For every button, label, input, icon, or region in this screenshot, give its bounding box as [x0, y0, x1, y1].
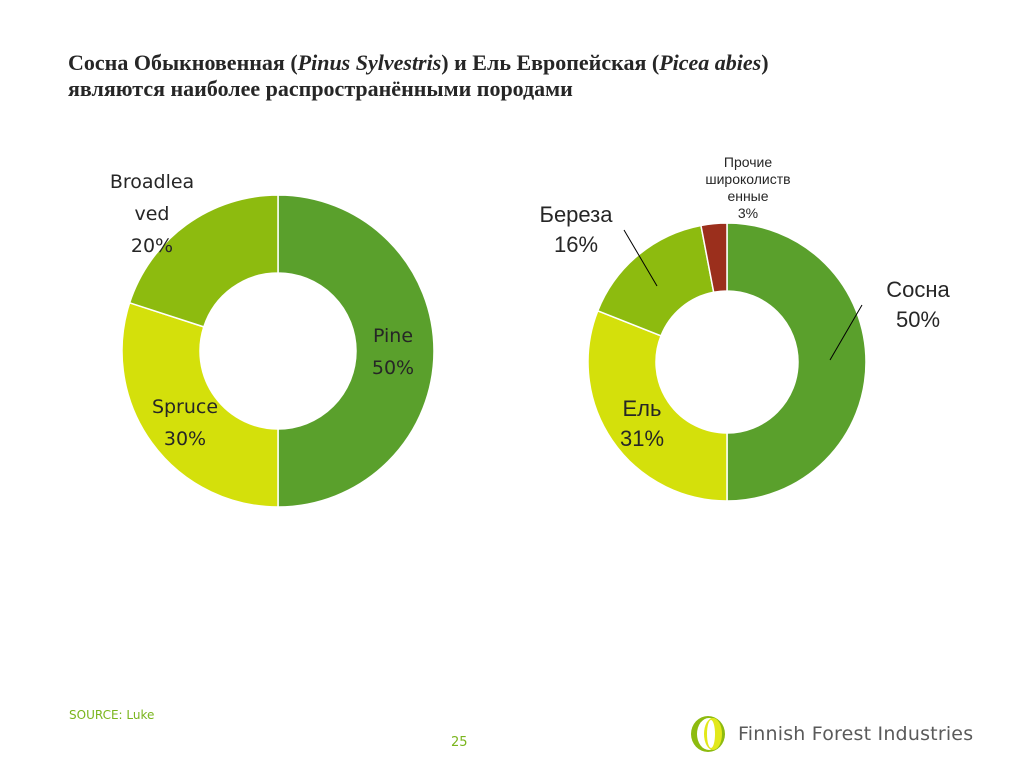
page-number: 25 [451, 735, 468, 750]
leader-line-2-1 [829, 304, 863, 361]
brand-name: Finnish Forest Industries [738, 723, 974, 745]
slice-2-4 [700, 222, 728, 294]
slice-label-2-2: Ель 31% [620, 396, 664, 451]
slice-1-3 [128, 194, 279, 328]
title-text-1: Сосна Обыкновенная ( [68, 50, 298, 75]
title-latin-pinus: Pinus Sylvestris [297, 50, 442, 75]
slice-label-1-3: Broadlea ved 20% [110, 171, 194, 257]
title-text-3: ) [761, 50, 769, 75]
brand-footer: Finnish Forest Industries [688, 714, 973, 754]
leaf-logo-icon [691, 716, 725, 752]
slice-1-2 [121, 301, 279, 508]
source-note: SOURCE: Luke [69, 708, 155, 722]
title-line-2: являются наиболее распространёнными поро… [68, 76, 573, 101]
slice-label-2-1: Сосна 50% [886, 277, 950, 332]
slice-1-1 [277, 194, 435, 508]
donut-chart-1: Pine 50% Spruce 30% Broadlea ved 20% [110, 171, 435, 508]
slide-title: Сосна Обыкновенная (Pinus Sylvestris) и … [68, 50, 968, 102]
slice-2-1 [726, 222, 867, 502]
donut-chart-2: Сосна 50% Ель 31% Береза 16% Прочие широколиств… [540, 154, 951, 502]
title-text-2: ) и Ель Европейская ( [441, 50, 660, 75]
title-latin-picea: Picea abies [659, 50, 762, 75]
slice-label-2-4: Прочие широколиств енные 3% [705, 154, 790, 221]
slice-label-1-1: Pine 50% [372, 325, 414, 379]
slice-label-1-2: Spruce 30% [152, 396, 218, 450]
slice-label-2-3: Береза 16% [540, 202, 614, 257]
slice-2-2 [587, 309, 728, 502]
leader-line-2-2 [623, 229, 658, 287]
